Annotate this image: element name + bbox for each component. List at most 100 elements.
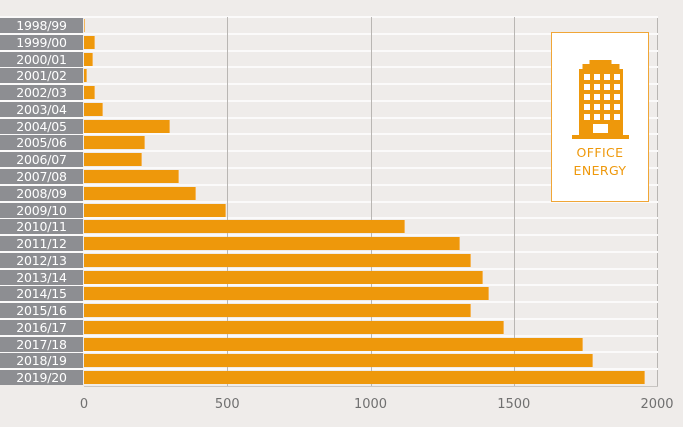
bar-row: 1998/99 <box>0 18 658 33</box>
bar <box>84 136 146 149</box>
x-tick-label: 1500 <box>497 397 531 412</box>
row-separator <box>0 335 658 337</box>
category-label: 2005/06 <box>0 135 83 150</box>
bar-row: 2008/09 <box>0 186 658 201</box>
bar-row: 2005/06 <box>0 135 658 150</box>
office-building-icon <box>572 60 629 139</box>
bar-row: 2019/20 <box>0 370 658 385</box>
bar-row: 2016/17 <box>0 320 658 335</box>
x-tick-label: 1000 <box>353 397 388 412</box>
bar <box>84 36 95 49</box>
legend-label-line1: OFFICE <box>576 145 624 160</box>
bar <box>84 287 489 300</box>
gridline <box>227 17 228 386</box>
bar-row: 2013/14 <box>0 270 658 285</box>
bar-row: 2010/11 <box>0 219 658 234</box>
category-label: 2016/17 <box>0 320 83 335</box>
category-label: 2007/08 <box>0 169 83 184</box>
row-separator <box>0 234 658 236</box>
bar-row: 2014/15 <box>0 286 658 301</box>
row-separator <box>0 301 658 303</box>
category-label: 2004/05 <box>0 119 83 134</box>
bar <box>84 120 170 133</box>
row-separator <box>0 83 658 85</box>
category-label: 2011/12 <box>0 236 83 251</box>
category-label: 2009/10 <box>0 203 83 218</box>
row-separator <box>0 16 658 18</box>
bar-row: 2001/02 <box>0 68 658 83</box>
bar-row: 2017/18 <box>0 337 658 352</box>
row-separator <box>0 368 658 370</box>
row-separators <box>0 16 658 386</box>
category-label: 2000/01 <box>0 52 83 67</box>
bar <box>84 19 86 32</box>
row-separator <box>0 167 658 169</box>
bar <box>84 204 226 217</box>
bar <box>84 371 645 384</box>
category-label: 2014/15 <box>0 286 83 301</box>
x-tick-label: 500 <box>214 397 240 412</box>
bar-row: 2018/19 <box>0 353 658 368</box>
category-label: 2003/04 <box>0 102 83 117</box>
bar-row: 2007/08 <box>0 169 658 184</box>
bar-row: 2009/10 <box>0 203 658 218</box>
plot-bottom-border <box>84 386 658 387</box>
category-label: 2006/07 <box>0 152 83 167</box>
bar <box>84 321 504 334</box>
bar-row: 2000/01 <box>0 52 658 67</box>
gridline <box>514 17 515 386</box>
bar <box>84 69 87 82</box>
row-separator <box>0 33 658 35</box>
bar-chart: 1998/99 1999/00 2000/01 2001/02 2002/03 2003/… <box>0 17 658 386</box>
row-separator <box>0 284 658 286</box>
bar <box>84 170 180 183</box>
bar <box>84 103 104 116</box>
bar <box>84 220 406 233</box>
row-separator <box>0 100 658 102</box>
row-separator <box>0 150 658 152</box>
row-separator <box>0 184 658 186</box>
row-separator <box>0 351 658 353</box>
x-tick-label: 2000 <box>640 397 674 412</box>
category-label: 2017/18 <box>0 337 83 352</box>
bar <box>84 237 460 250</box>
bar <box>84 304 471 317</box>
category-label: 1999/00 <box>0 35 83 50</box>
row-separator <box>0 50 658 52</box>
row-separator <box>0 318 658 320</box>
bar <box>84 187 196 200</box>
category-label: 2013/14 <box>0 270 83 285</box>
category-label: 2015/16 <box>0 303 83 318</box>
row-separator <box>0 217 658 219</box>
category-label: 2001/02 <box>0 68 83 83</box>
category-label: 2012/13 <box>0 253 83 268</box>
row-separator <box>0 201 658 203</box>
row-separator <box>0 251 658 253</box>
category-label: 2010/11 <box>0 219 83 234</box>
bar-row: 2011/12 <box>0 236 658 251</box>
bar-row: 2002/03 <box>0 85 658 100</box>
category-label: 2019/20 <box>0 370 83 385</box>
bar-row: 1999/00 <box>0 35 658 50</box>
row-separator <box>0 133 658 135</box>
row-separator <box>0 268 658 270</box>
x-tick-label: 0 <box>79 397 89 412</box>
category-label: 2002/03 <box>0 85 83 100</box>
category-label: 2018/19 <box>0 353 83 368</box>
row-separator <box>0 117 658 119</box>
bar <box>84 86 96 99</box>
legend-box: OFFICE ENERGY <box>551 32 649 202</box>
bar <box>84 53 94 66</box>
bar-row: 2012/13 <box>0 253 658 268</box>
bar <box>84 254 471 267</box>
bar <box>84 354 594 367</box>
bar-row: 2003/04 <box>0 102 658 117</box>
gridline <box>371 17 372 386</box>
bar-row: 2006/07 <box>0 152 658 167</box>
bar <box>84 271 484 284</box>
legend-label-line2: ENERGY <box>573 163 627 178</box>
row-separator <box>0 66 658 68</box>
category-label: 1998/99 <box>0 18 83 33</box>
category-label: 2008/09 <box>0 186 83 201</box>
bar <box>84 153 142 166</box>
